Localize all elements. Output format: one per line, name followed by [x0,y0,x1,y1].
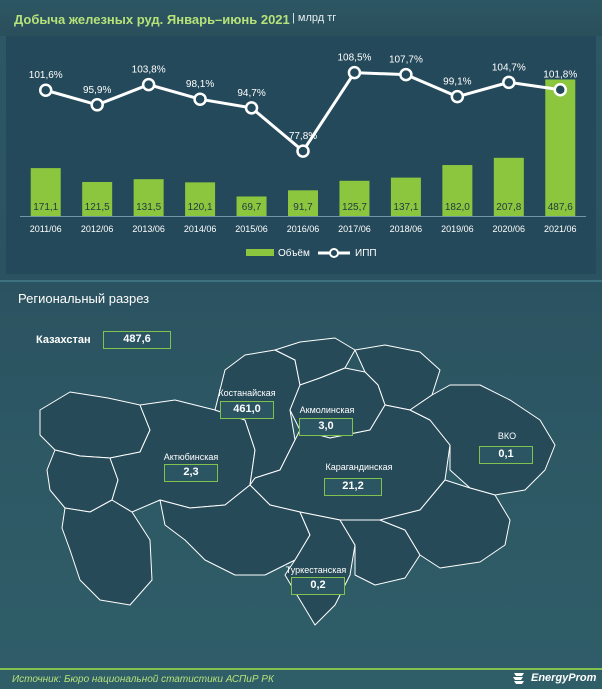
ipp-point [244,101,259,115]
map-region-west-kz [39,391,151,459]
region-value-kostanay: 461,0 [220,401,274,419]
chart-title: Добыча железных руд. Январь–июнь 2021 [14,12,290,27]
category-label: 2011/06 [30,224,62,234]
ipp-point [90,98,104,112]
map-region-mangistau [61,499,153,606]
ipp-value-label: 108,5% [337,53,371,64]
bar-value-label: 120,1 [188,202,213,213]
region-value-karaganda: 21,2 [324,478,382,496]
header-bar: Добыча железных руд. Январь–июнь 2021 | … [0,0,602,36]
source-note: Источник: Бюро национальной статистики А… [12,674,274,685]
bar-value-label: 182,0 [445,202,470,213]
ipp-value-label: 101,8% [543,70,577,81]
region-label-aktobe: Актюбинская [163,452,219,462]
bar-2012/06 [82,181,113,216]
combo-chart: 171,1 2011/06 121,5 2012/06 131,5 2013/06 120,… [20,53,586,259]
bar-value-label: 69,7 [242,202,262,213]
region-label-kostanay: Костанайская [218,388,276,398]
bar-value-label: 125,7 [342,202,367,213]
bar-2015/06 [236,196,267,216]
ipp-value-label: 77,8% [289,131,317,142]
bar-value-label: 91,7 [293,202,313,213]
regional-section-title: Региональный разрез [18,291,150,306]
bar-2018/06 [390,177,421,216]
category-label: 2018/06 [390,224,423,234]
region-value-akmola: 3,0 [299,418,353,436]
map-region-almaty [379,479,511,569]
ipp-point [141,77,156,92]
ipp-point [502,75,516,90]
category-label: 2019/06 [441,224,474,234]
bar-value-label: 171,1 [33,202,58,213]
ipp-point [193,92,207,106]
bar-2011/06 [30,168,61,216]
ipp-point [553,82,568,97]
unit-label: | млрд тг [292,12,337,24]
category-label: 2020/06 [493,224,526,234]
region-value-east-kz: 0,1 [479,446,533,464]
energyprom-logo-icon [513,673,524,684]
region-value-turkestan: 0,2 [291,577,345,595]
footer-divider [0,668,602,670]
ipp-value-label: 95,9% [83,85,111,96]
bar-2019/06 [442,165,473,216]
ipp-value-label: 99,1% [443,77,471,88]
bar-2017/06 [339,180,370,216]
country-value-box: 487,6 [103,331,171,349]
category-label: 2014/06 [184,224,217,234]
region-label-east-kz: ВКО [497,431,517,441]
ipp-value-label: 94,7% [237,88,265,99]
ipp-point [399,67,413,82]
legend-label-bar: Объём [278,247,310,259]
ipp-value-label: 98,1% [186,79,214,90]
ipp-point [296,144,310,158]
map-region-east-kz [409,384,556,496]
bar-2021/06 [545,79,576,216]
ipp-value-label: 104,7% [492,62,526,73]
category-label: 2015/06 [235,224,268,234]
country-label: Казахстан [36,334,91,346]
region-label-turkestan: Туркестанская [285,565,347,575]
ipp-point [38,83,53,97]
ipp-point [347,65,362,80]
ipp-point [450,89,465,104]
bar-value-label: 487,6 [548,202,573,213]
bar-value-label: 207,8 [496,202,521,213]
logo-text: EnergyProm [531,672,597,684]
bar-2013/06 [133,179,164,216]
category-label: 2021/06 [544,224,577,234]
bar-value-label: 121,5 [85,202,110,213]
region-label-karaganda: Карагандинская [325,462,393,472]
region-value-aktobe: 2,3 [164,464,218,482]
category-label: 2012/06 [81,224,114,234]
category-label: 2013/06 [132,224,165,234]
bar-value-label: 131,5 [136,202,161,213]
category-label: 2017/06 [338,224,371,234]
ipp-value-label: 101,6% [29,70,63,81]
ipp-value-label: 107,7% [389,55,423,66]
ipp-value-label: 103,8% [132,65,166,76]
legend-swatch-point [329,248,339,258]
bar-2016/06 [288,190,318,216]
bar-2014/06 [185,182,216,216]
bar-2020/06 [493,157,524,216]
section-divider [0,280,602,282]
legend-label-line: ИПП [355,248,377,259]
category-label: 2016/06 [287,224,320,234]
legend-swatch-bar [246,249,274,256]
region-label-akmola: Акмолинская [299,405,355,415]
bar-value-label: 137,1 [393,202,418,213]
brand-logo: EnergyProm [512,671,596,685]
